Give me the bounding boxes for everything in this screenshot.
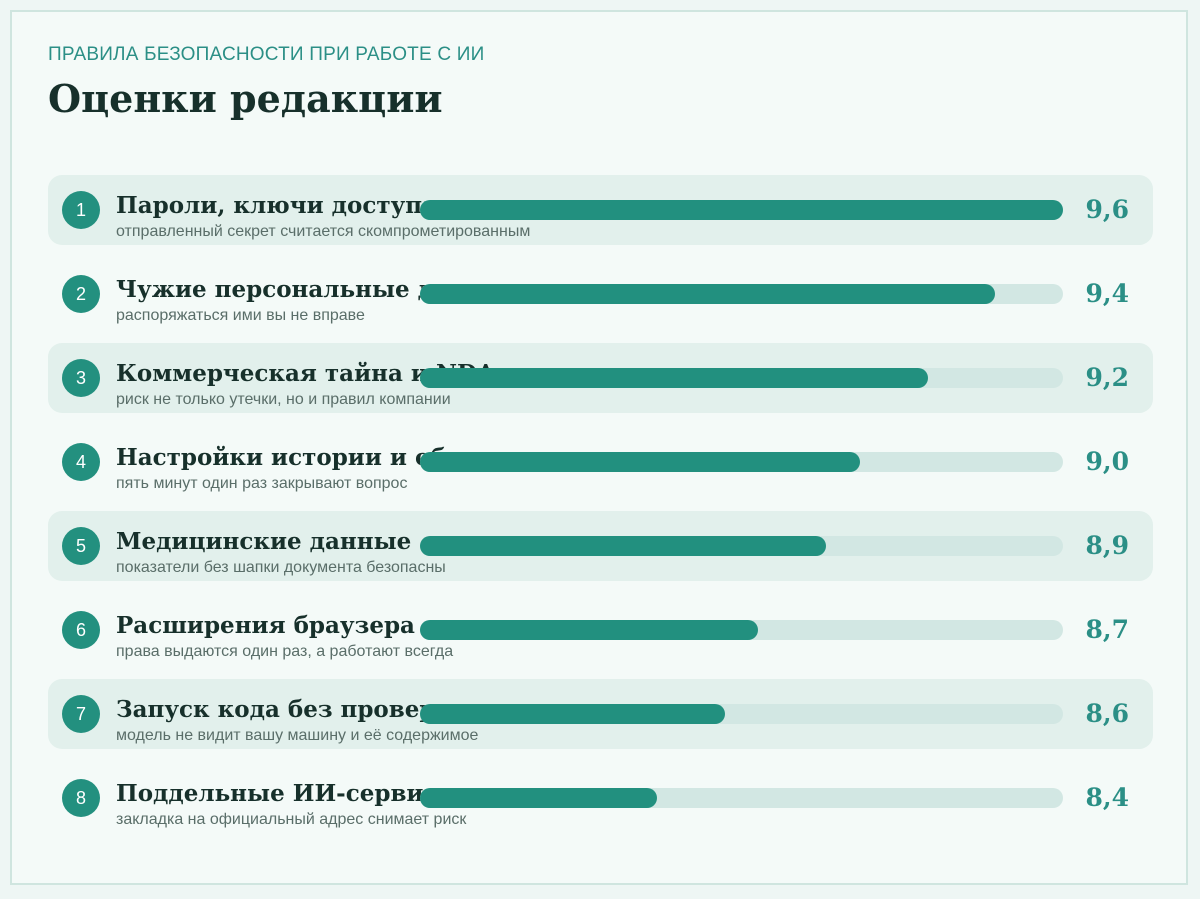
bar	[420, 368, 928, 388]
rank-row: 8 Поддельные ИИ-сервисы закладка на официа…	[48, 763, 1153, 833]
score-value: 9,6	[1085, 195, 1130, 224]
row-note: права выдаются один раз, а работают всег…	[116, 643, 454, 660]
rank-badge: 4	[62, 443, 100, 481]
rank-badge: 1	[62, 191, 100, 229]
bar	[420, 452, 860, 472]
bar-track	[420, 200, 1063, 220]
bar	[420, 200, 1063, 220]
score-value: 8,9	[1085, 531, 1130, 560]
rank-row: 4 Настройки истории и обучения пять минут …	[48, 427, 1153, 497]
rank-badge: 5	[62, 527, 100, 565]
rank-row: 1 Пароли, ключи доступа отправленный секре…	[48, 175, 1153, 245]
rank-badge: 7	[62, 695, 100, 733]
rank-row: 3 Коммерческая тайна и NDA риск не только …	[48, 343, 1153, 413]
bar	[420, 704, 725, 724]
row-label: Пароли, ключи доступа	[116, 192, 438, 219]
row-label: Расширения браузера	[116, 612, 415, 639]
bar-track	[420, 536, 1063, 556]
score-value: 8,6	[1085, 699, 1130, 728]
rank-badge: 3	[62, 359, 100, 397]
row-note: распоряжаться ими вы не вправе	[116, 307, 365, 324]
rank-badge: 2	[62, 275, 100, 313]
row-note: отправленный секрет считается скомпромет…	[116, 223, 531, 240]
row-note: пять минут один раз закрывают вопрос	[116, 475, 408, 492]
rank-row: 2 Чужие персональные данные распоряжаться …	[48, 259, 1153, 329]
bar	[420, 788, 657, 808]
score-value: 9,2	[1085, 363, 1130, 392]
bar-track	[420, 620, 1063, 640]
bar	[420, 620, 758, 640]
score-value: 9,0	[1085, 447, 1130, 476]
rank-badge: 8	[62, 779, 100, 817]
row-note: закладка на официальный адрес снимает ри…	[116, 811, 467, 828]
rank-row: 6 Расширения браузера права выдаются один …	[48, 595, 1153, 665]
row-note: риск не только утечки, но и правил компа…	[116, 391, 451, 408]
bar-track	[420, 368, 1063, 388]
ranking-list: 1 Пароли, ключи доступа отправленный секре…	[48, 175, 1153, 847]
rank-row: 7 Запуск кода без проверки модель не видит…	[48, 679, 1153, 749]
score-value: 8,7	[1085, 615, 1130, 644]
rank-row: 5 Медицинские данные показатели без шапки …	[48, 511, 1153, 581]
bar	[420, 284, 995, 304]
bar-track	[420, 452, 1063, 472]
rank-badge: 6	[62, 611, 100, 649]
bar-track	[420, 704, 1063, 724]
row-label: Запуск кода без проверки	[116, 696, 470, 723]
bar	[420, 536, 826, 556]
score-value: 8,4	[1085, 783, 1130, 812]
bar-track	[420, 284, 1063, 304]
kicker: ПРАВИЛА БЕЗОПАСНОСТИ ПРИ РАБОТЕ С ИИ	[48, 44, 485, 65]
row-note: показатели без шапки документа безопасны	[116, 559, 446, 576]
bar-track	[420, 788, 1063, 808]
row-label: Медицинские данные	[116, 528, 412, 555]
score-value: 9,4	[1085, 279, 1130, 308]
row-label: Поддельные ИИ-сервисы	[116, 780, 461, 807]
row-note: модель не видит вашу машину и её содержи…	[116, 727, 479, 744]
page-title: Оценки редакции	[48, 76, 443, 121]
